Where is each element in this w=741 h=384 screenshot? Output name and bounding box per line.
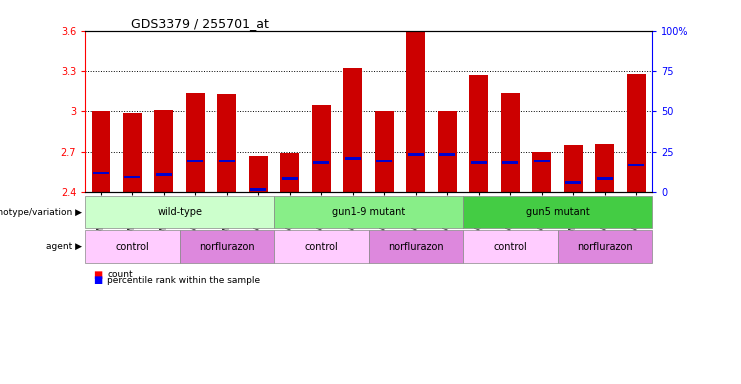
Text: control: control bbox=[494, 242, 528, 252]
Bar bbox=[312, 104, 330, 192]
Bar bbox=[250, 188, 267, 190]
Bar bbox=[156, 173, 172, 176]
Bar bbox=[93, 172, 109, 174]
Text: gun1-9 mutant: gun1-9 mutant bbox=[332, 207, 405, 217]
Text: ■: ■ bbox=[93, 275, 102, 285]
Bar bbox=[218, 94, 236, 192]
Bar bbox=[595, 144, 614, 192]
Bar bbox=[344, 68, 362, 192]
Bar bbox=[187, 160, 204, 162]
Bar bbox=[501, 93, 520, 192]
Text: control: control bbox=[116, 242, 150, 252]
Bar bbox=[439, 153, 456, 156]
Bar bbox=[470, 75, 488, 192]
Bar bbox=[249, 156, 268, 192]
Bar bbox=[597, 177, 613, 180]
Text: GDS3379 / 255701_at: GDS3379 / 255701_at bbox=[130, 17, 268, 30]
Bar bbox=[282, 177, 298, 180]
Text: norflurazon: norflurazon bbox=[388, 242, 444, 252]
Bar bbox=[564, 145, 582, 192]
Bar bbox=[123, 113, 142, 192]
Bar bbox=[408, 153, 424, 156]
Text: wild-type: wild-type bbox=[157, 207, 202, 217]
Bar bbox=[471, 161, 487, 164]
Bar bbox=[313, 161, 330, 164]
Bar bbox=[219, 160, 235, 162]
Text: percentile rank within the sample: percentile rank within the sample bbox=[107, 276, 261, 285]
Bar bbox=[628, 164, 645, 166]
Bar bbox=[502, 161, 519, 164]
Text: count: count bbox=[107, 270, 133, 279]
Bar bbox=[280, 153, 299, 192]
Bar bbox=[124, 176, 141, 179]
Bar bbox=[186, 93, 205, 192]
Bar bbox=[154, 110, 173, 192]
Bar bbox=[565, 181, 582, 184]
Bar bbox=[92, 111, 110, 192]
Bar bbox=[627, 74, 646, 192]
Text: norflurazon: norflurazon bbox=[199, 242, 255, 252]
Text: norflurazon: norflurazon bbox=[577, 242, 633, 252]
Text: control: control bbox=[305, 242, 339, 252]
Bar bbox=[406, 32, 425, 192]
Bar bbox=[532, 152, 551, 192]
Bar bbox=[345, 157, 361, 160]
Text: ■: ■ bbox=[93, 270, 102, 280]
Bar bbox=[534, 160, 550, 162]
Bar bbox=[438, 111, 456, 192]
Bar bbox=[376, 160, 393, 162]
Text: agent ▶: agent ▶ bbox=[45, 242, 82, 251]
Text: genotype/variation ▶: genotype/variation ▶ bbox=[0, 208, 82, 217]
Bar bbox=[375, 111, 393, 192]
Text: gun5 mutant: gun5 mutant bbox=[525, 207, 590, 217]
